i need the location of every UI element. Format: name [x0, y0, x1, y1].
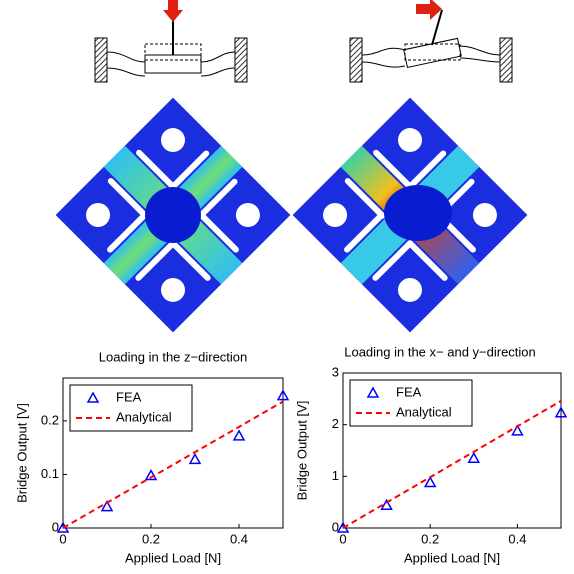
- fea-marker: [467, 451, 481, 463]
- fea-marker: [511, 424, 524, 436]
- legend-label: FEA: [116, 389, 142, 404]
- y-tick-label: 0.1: [41, 466, 59, 481]
- analytical-line: [342, 400, 562, 529]
- fea-marker: [554, 406, 568, 418]
- y-tick-label: 1: [332, 468, 339, 483]
- fea-marker: [276, 389, 290, 401]
- legend-label: Analytical: [116, 409, 172, 424]
- fea-marker: [232, 429, 246, 441]
- analytical-line: [62, 400, 284, 529]
- x-tick-label: 0: [339, 531, 346, 546]
- legend-label: FEA: [396, 384, 422, 399]
- fea-hub: [384, 185, 452, 241]
- y-tick-label: 0: [332, 519, 339, 534]
- x-tick-label: 0.4: [508, 531, 526, 546]
- y-tick-label: 0.2: [41, 412, 59, 427]
- x-axis-label: Applied Load [N]: [125, 550, 221, 565]
- legend-swatch: [86, 391, 100, 403]
- chart-title: Loading in the x− and y−direction: [344, 344, 536, 359]
- legend-swatch: [366, 386, 380, 398]
- x-tick-label: 0.2: [142, 531, 160, 546]
- y-axis-label: Bridge Output [V]: [14, 403, 29, 503]
- fea-hub: [145, 187, 201, 243]
- fea-marker: [380, 498, 393, 511]
- x-tick-label: 0.2: [421, 531, 439, 546]
- legend-label: Analytical: [396, 404, 452, 419]
- chart-title: Loading in the z−direction: [99, 349, 248, 364]
- fea-marker: [188, 452, 202, 465]
- y-tick-label: 2: [332, 416, 339, 431]
- x-axis-label: Applied Load [N]: [404, 550, 500, 565]
- beam-diagram-xy: [349, 0, 513, 83]
- fea-marker: [100, 500, 114, 512]
- beam-diagram-z: [94, 0, 248, 83]
- y-axis-label: Bridge Output [V]: [294, 401, 309, 501]
- y-tick-label: 3: [332, 364, 339, 379]
- legend-box: [69, 384, 193, 432]
- y-tick-label: 0: [52, 519, 59, 534]
- x-tick-label: 0: [59, 531, 66, 546]
- x-tick-label: 0.4: [230, 531, 248, 546]
- fea-marker: [423, 475, 437, 488]
- legend-box: [349, 379, 473, 427]
